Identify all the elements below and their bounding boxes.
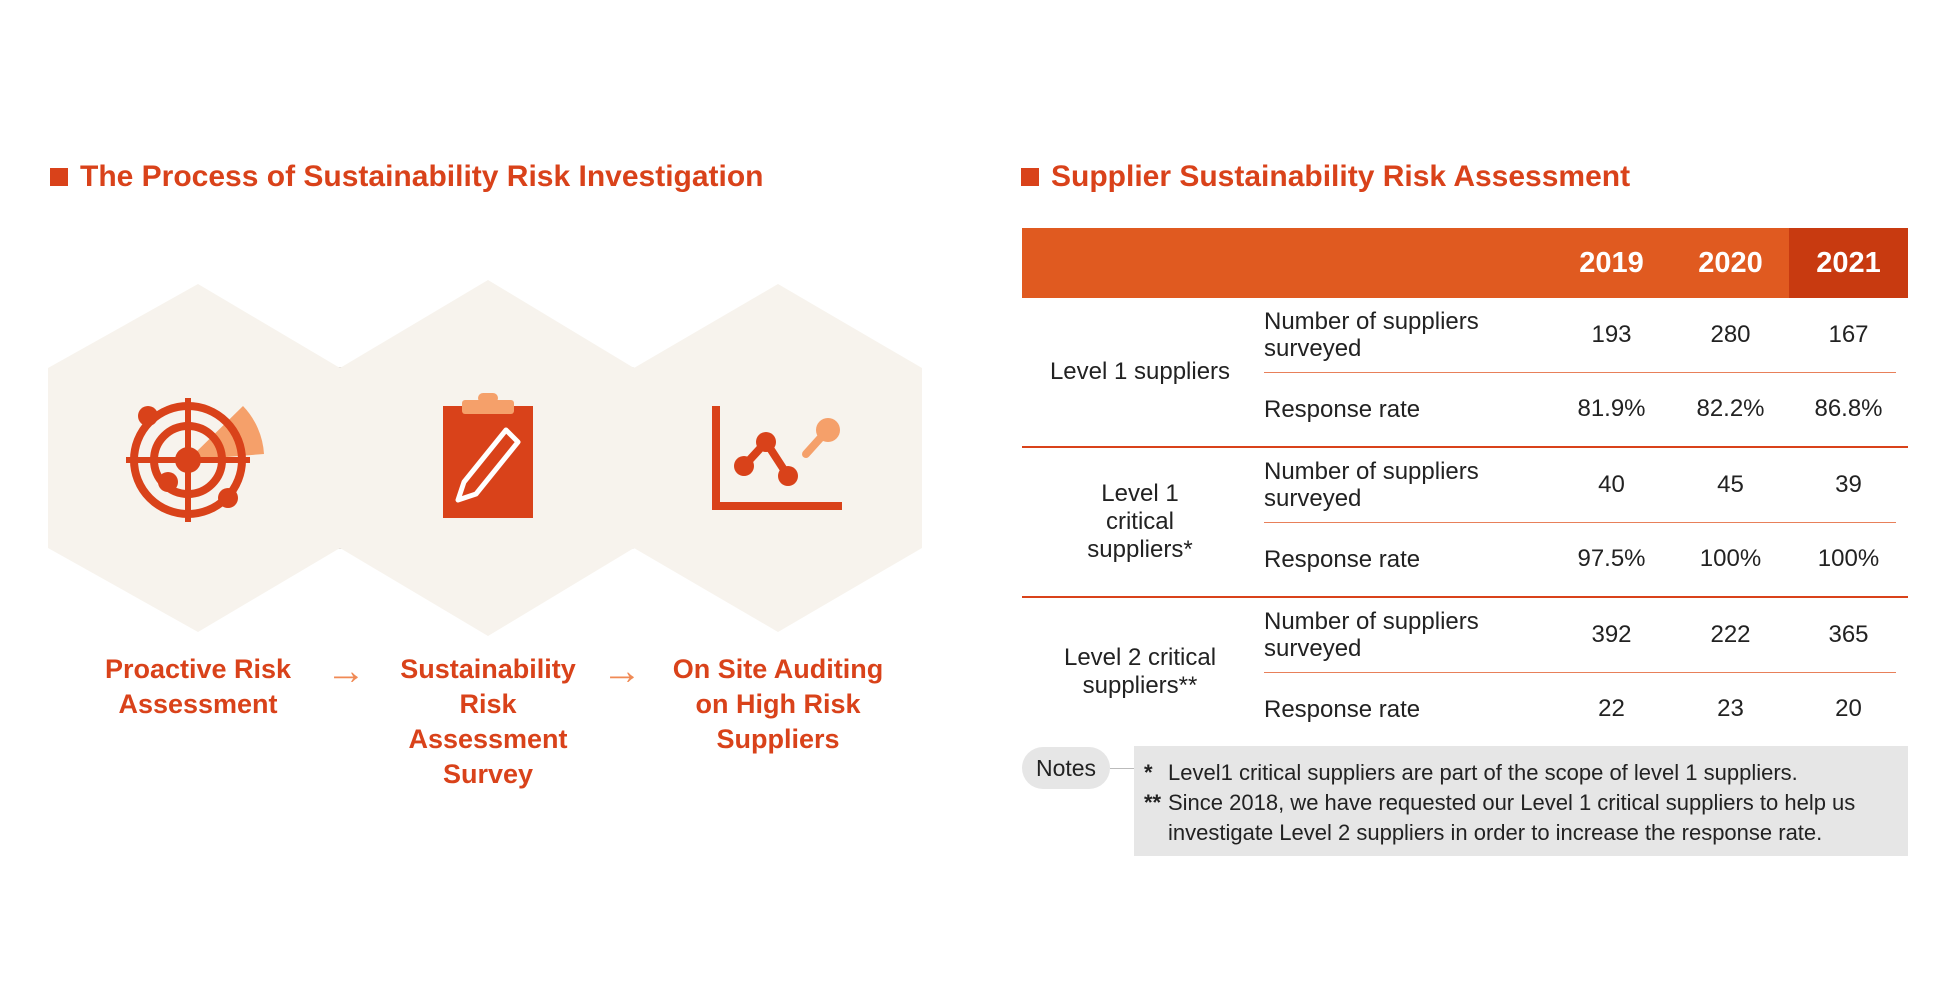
cell-value: 40: [1598, 471, 1625, 498]
step-label-2: Sustainability Risk Assessment Survey: [378, 652, 598, 792]
radar-target-icon: [126, 398, 264, 522]
notes-connector: [1110, 768, 1134, 769]
note-marker: *: [1144, 760, 1153, 785]
metric-label: Number of suppliers surveyed: [1264, 308, 1479, 362]
year-header: 2019: [1579, 247, 1644, 279]
table-row: Number of suppliers surveyed 193 280 167: [1264, 298, 1896, 373]
group-label: Level 2 critical suppliers**: [1022, 598, 1258, 746]
step-2-line: Risk: [459, 689, 517, 719]
cell-value: 22: [1598, 695, 1625, 722]
title-square-icon: [50, 168, 68, 186]
title-square-icon: [1021, 168, 1039, 186]
year-header-highlighted: 2021: [1789, 228, 1908, 298]
cell-value: 20: [1835, 695, 1862, 722]
group-label-text: Level 1 critical suppliers*: [1087, 480, 1193, 563]
table-row: Response rate 22 23 20: [1264, 672, 1896, 746]
table-group: Level 1 suppliers Number of suppliers su…: [1022, 298, 1908, 446]
metric-label: Response rate: [1264, 545, 1421, 573]
table-header: 2019 2020 2021: [1022, 228, 1908, 298]
cell-value: 97.5%: [1577, 545, 1646, 572]
metric-label: Response rate: [1264, 395, 1421, 423]
step-label-3: On Site Auditing on High Risk Suppliers: [648, 652, 908, 757]
cell-value: 167: [1828, 321, 1869, 348]
arrow-right-icon: →: [602, 649, 642, 693]
group-label: Level 1 critical suppliers*: [1022, 448, 1258, 596]
step-2-line: Assessment: [408, 724, 568, 754]
note-text: Since 2018, we have requested our Level …: [1168, 790, 1856, 845]
table-group: Level 2 critical suppliers** Number of s…: [1022, 596, 1908, 746]
process-title-text: The Process of Sustainability Risk Inves…: [80, 160, 764, 193]
process-section-title: The Process of Sustainability Risk Inves…: [50, 160, 764, 194]
step-3-line: Suppliers: [716, 724, 840, 754]
clipboard-pencil-icon: [443, 393, 533, 518]
cell-value: 86.8%: [1814, 395, 1883, 422]
note-item: * Level1 critical suppliers are part of …: [1144, 758, 1898, 788]
metric-label: Number of suppliers surveyed: [1264, 608, 1479, 662]
cell-value: 222: [1710, 621, 1751, 648]
cell-value: 23: [1717, 695, 1744, 722]
table-row: Number of suppliers surveyed 392 222 365: [1264, 598, 1896, 673]
cell-value: 365: [1828, 621, 1869, 648]
step-label-1: Proactive Risk Assessment: [88, 652, 308, 722]
cell-value: 100%: [1699, 545, 1762, 572]
cell-value: 39: [1835, 471, 1862, 498]
year-header: 2020: [1698, 247, 1763, 279]
cell-value: 392: [1591, 621, 1632, 648]
notes-label: Notes: [1022, 747, 1110, 789]
note-item: ** Since 2018, we have requested our Lev…: [1144, 788, 1898, 848]
assessment-section-title: Supplier Sustainability Risk Assessment: [1021, 160, 1630, 194]
table-row: Response rate 81.9% 82.2% 86.8%: [1264, 372, 1896, 446]
table-row: Response rate 97.5% 100% 100%: [1264, 522, 1896, 596]
metric-label: Number of suppliers surveyed: [1264, 458, 1479, 512]
step-2-line: Sustainability: [400, 654, 576, 684]
cell-value: 82.2%: [1696, 395, 1765, 422]
cell-value: 100%: [1817, 545, 1880, 572]
step-2-line: Survey: [442, 759, 534, 789]
assessment-title-text: Supplier Sustainability Risk Assessment: [1051, 160, 1631, 193]
process-diagram: [48, 280, 922, 636]
table-group: Level 1 critical suppliers* Number of su…: [1022, 446, 1908, 596]
notes-box: * Level1 critical suppliers are part of …: [1134, 746, 1908, 856]
note-text: Level1 critical suppliers are part of th…: [1168, 760, 1798, 785]
note-marker: **: [1144, 790, 1162, 815]
cell-value: 81.9%: [1577, 395, 1646, 422]
step-1-line: Proactive Risk: [104, 654, 292, 684]
metric-label: Response rate: [1264, 695, 1421, 723]
step-3-line: on High Risk: [695, 689, 861, 719]
line-chart-magnify-icon: [712, 406, 842, 510]
cell-value: 193: [1591, 321, 1632, 348]
assessment-table: 2019 2020 2021 Level 1 suppliers Number …: [1022, 228, 1908, 746]
step-3-line: On Site Auditing: [672, 654, 884, 684]
step-1-line: Assessment: [118, 689, 278, 719]
table-row: Number of suppliers surveyed 40 45 39: [1264, 448, 1896, 523]
group-label-text: Level 2 critical suppliers**: [1063, 644, 1217, 699]
cell-value: 45: [1717, 471, 1744, 498]
cell-value: 280: [1710, 321, 1751, 348]
arrow-right-icon: →: [326, 649, 366, 693]
group-label: Level 1 suppliers: [1049, 358, 1231, 385]
